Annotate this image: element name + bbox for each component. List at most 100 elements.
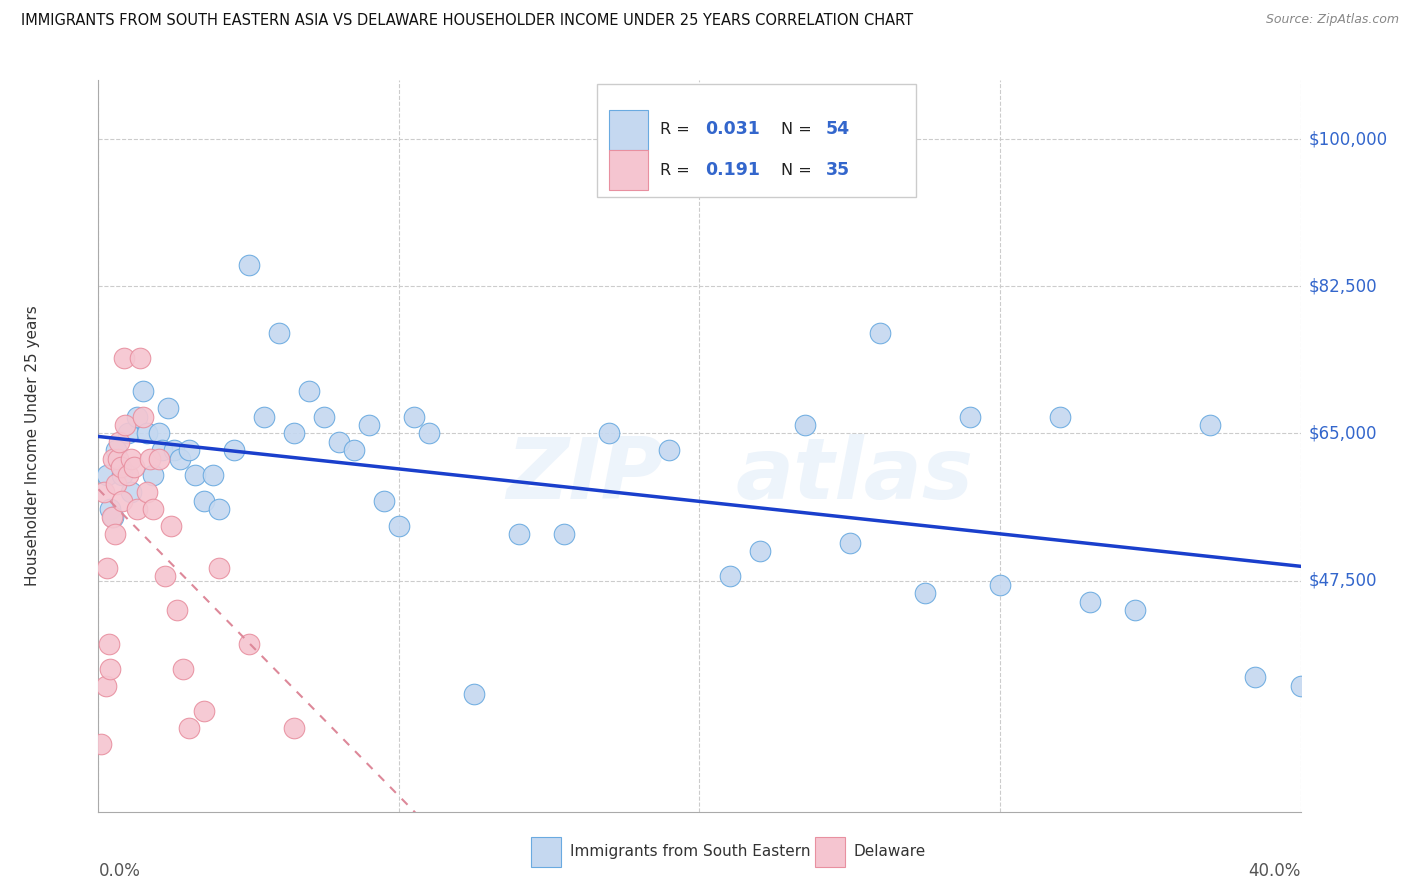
Point bbox=[283, 721, 305, 735]
Point bbox=[150, 443, 173, 458]
Point bbox=[127, 502, 149, 516]
Point bbox=[117, 426, 139, 441]
Point bbox=[959, 409, 981, 424]
FancyBboxPatch shape bbox=[598, 84, 915, 197]
Point bbox=[100, 502, 122, 516]
Point bbox=[838, 535, 860, 549]
Point bbox=[100, 662, 122, 676]
Point bbox=[105, 476, 128, 491]
Point bbox=[159, 519, 181, 533]
Point bbox=[111, 468, 134, 483]
Point bbox=[208, 561, 231, 575]
Text: 40.0%: 40.0% bbox=[1249, 863, 1301, 880]
Point bbox=[103, 510, 125, 524]
Point bbox=[658, 443, 681, 458]
Point bbox=[129, 351, 152, 365]
Point bbox=[418, 426, 440, 441]
Bar bbox=[609, 110, 648, 150]
Text: N =: N = bbox=[782, 162, 813, 178]
Point bbox=[141, 502, 163, 516]
Text: $47,500: $47,500 bbox=[1309, 572, 1378, 590]
Text: atlas: atlas bbox=[735, 434, 974, 516]
Point bbox=[201, 468, 224, 483]
Text: 0.0%: 0.0% bbox=[98, 863, 141, 880]
Point bbox=[148, 426, 170, 441]
Point bbox=[328, 434, 350, 449]
Point bbox=[132, 409, 155, 424]
Point bbox=[105, 443, 128, 458]
Point bbox=[283, 426, 305, 441]
Point bbox=[343, 443, 366, 458]
Point bbox=[183, 468, 205, 483]
Point bbox=[169, 451, 191, 466]
Text: IMMIGRANTS FROM SOUTH EASTERN ASIA VS DELAWARE HOUSEHOLDER INCOME UNDER 25 YEARS: IMMIGRANTS FROM SOUTH EASTERN ASIA VS DE… bbox=[21, 13, 914, 29]
Point bbox=[208, 502, 231, 516]
Point bbox=[166, 603, 188, 617]
Point bbox=[253, 409, 276, 424]
Point bbox=[373, 493, 395, 508]
Point bbox=[93, 485, 115, 500]
Point bbox=[96, 561, 118, 575]
Point bbox=[1123, 603, 1146, 617]
Point bbox=[748, 544, 770, 558]
Text: Delaware: Delaware bbox=[853, 845, 925, 860]
Point bbox=[718, 569, 741, 583]
Point bbox=[110, 460, 132, 475]
Text: R =: R = bbox=[659, 122, 689, 136]
Point bbox=[463, 687, 485, 701]
Text: R =: R = bbox=[659, 162, 689, 178]
Text: Householder Income Under 25 years: Householder Income Under 25 years bbox=[25, 306, 39, 586]
Point bbox=[1289, 679, 1312, 693]
Point bbox=[988, 578, 1011, 592]
Point bbox=[1199, 417, 1222, 432]
Text: Immigrants from South Eastern Asia: Immigrants from South Eastern Asia bbox=[569, 845, 846, 860]
Point bbox=[267, 326, 290, 340]
Point bbox=[124, 460, 146, 475]
Point bbox=[153, 569, 176, 583]
Point bbox=[114, 417, 136, 432]
Point bbox=[1244, 670, 1267, 684]
Point bbox=[121, 451, 143, 466]
Point bbox=[104, 527, 127, 541]
Text: 0.031: 0.031 bbox=[706, 120, 761, 138]
Bar bbox=[531, 838, 561, 867]
Point bbox=[135, 485, 157, 500]
Point bbox=[132, 384, 155, 399]
Point bbox=[103, 451, 125, 466]
Point bbox=[869, 326, 891, 340]
Text: 35: 35 bbox=[825, 161, 849, 179]
Point bbox=[148, 451, 170, 466]
Point bbox=[177, 443, 200, 458]
Point bbox=[1078, 594, 1101, 608]
Point bbox=[357, 417, 380, 432]
Point bbox=[238, 636, 260, 650]
Point bbox=[1049, 409, 1071, 424]
Point bbox=[138, 451, 160, 466]
Point bbox=[172, 662, 194, 676]
Point bbox=[193, 493, 215, 508]
Point bbox=[177, 721, 200, 735]
Point bbox=[141, 468, 163, 483]
Point bbox=[117, 468, 139, 483]
Point bbox=[96, 468, 118, 483]
Point bbox=[193, 704, 215, 718]
Point bbox=[101, 510, 124, 524]
Point bbox=[90, 738, 112, 752]
Point bbox=[108, 434, 131, 449]
Point bbox=[107, 451, 129, 466]
Point bbox=[388, 519, 411, 533]
Text: 0.191: 0.191 bbox=[706, 161, 761, 179]
Text: N =: N = bbox=[782, 122, 813, 136]
Point bbox=[94, 679, 117, 693]
Point bbox=[97, 636, 120, 650]
Bar bbox=[609, 150, 648, 190]
Point bbox=[121, 485, 143, 500]
Point bbox=[112, 351, 135, 365]
Point bbox=[312, 409, 335, 424]
Point bbox=[793, 417, 815, 432]
Point bbox=[238, 258, 260, 272]
Text: 54: 54 bbox=[825, 120, 849, 138]
Bar bbox=[815, 838, 845, 867]
Text: ZIP: ZIP bbox=[506, 434, 664, 516]
Text: $65,000: $65,000 bbox=[1309, 425, 1378, 442]
